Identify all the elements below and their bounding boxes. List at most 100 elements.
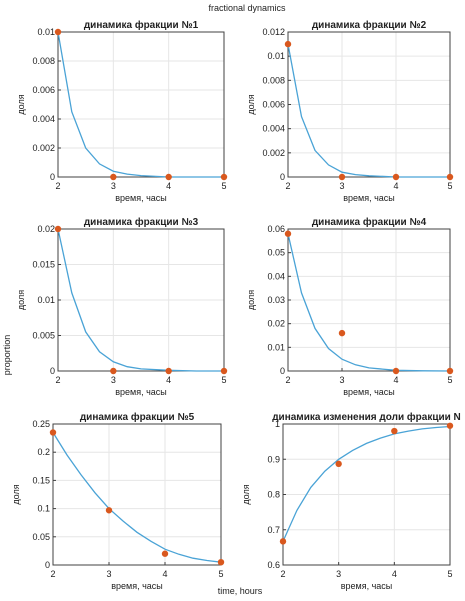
panel-title: динамика фракции №3 <box>84 216 199 228</box>
panel-title: динамика фракции №2 <box>312 19 427 31</box>
x-tick-label: 2 <box>55 181 60 191</box>
y-tick-label: 0.01 <box>267 51 285 61</box>
y-tick-label: 0 <box>280 172 285 182</box>
fit-curve <box>282 425 451 542</box>
y-tick-label: 0.01 <box>37 27 55 37</box>
data-point <box>110 173 117 181</box>
panel-title: динамика изменения доли фракции N <box>272 411 461 423</box>
panel-4: 2 3 4 5 0 0.01 0.02 0.03 0.04 0.05 0.06 динамика фр… <box>246 216 454 397</box>
data-point <box>446 367 454 375</box>
y-tick-label: 0 <box>50 366 55 376</box>
x-tick-label: 4 <box>166 181 171 191</box>
y-tick-label: 0.015 <box>32 260 55 270</box>
figure-xlabel: time, hours <box>218 586 263 596</box>
data-point <box>165 367 172 375</box>
y-tick-label: 0.03 <box>267 295 285 305</box>
data-point <box>165 173 172 181</box>
panel-title: динамика фракции №1 <box>84 19 199 31</box>
y-tick-label: 0.05 <box>267 248 285 258</box>
panel-5: 2 3 4 5 0 0.05 0.1 0.15 0.2 0.25 динамика фракции … <box>11 411 225 591</box>
data-point <box>105 507 113 514</box>
y-tick-label: 0.01 <box>267 342 285 352</box>
y-tick-label: 0.06 <box>267 224 285 234</box>
y-tick-label: 0.008 <box>32 56 55 66</box>
panel-ylabel: доля <box>16 290 26 310</box>
x-tick-label: 5 <box>447 569 452 579</box>
y-tick-label: 0.15 <box>32 475 50 485</box>
panel-ylabel: доля <box>246 290 256 310</box>
panel-1: 2 3 4 5 0 0.002 0.004 0.006 0.008 0.01 динамика фр… <box>16 19 228 203</box>
x-tick-label: 5 <box>218 569 223 579</box>
panel-ylabel: доля <box>241 484 251 504</box>
data-point <box>220 367 228 375</box>
x-tick-label: 5 <box>221 375 226 385</box>
y-tick-label: 0.2 <box>37 447 50 457</box>
x-tick-label: 2 <box>285 375 290 385</box>
data-point <box>446 422 454 429</box>
x-tick-label: 2 <box>285 181 290 191</box>
panel-ylabel: доля <box>16 94 26 114</box>
panel-title: динамика фракции №4 <box>312 216 427 228</box>
panel-xlabel: время, часы <box>341 581 393 591</box>
data-point <box>392 367 400 375</box>
x-tick-label: 4 <box>166 375 171 385</box>
x-tick-label: 4 <box>162 569 167 579</box>
x-tick-label: 4 <box>393 181 398 191</box>
data-point <box>335 460 342 468</box>
data-point <box>49 429 57 436</box>
data-point <box>446 173 454 181</box>
panel-xlabel: время, часы <box>111 581 163 591</box>
x-tick-label: 5 <box>221 181 226 191</box>
y-tick-label: 0.1 <box>37 504 50 514</box>
figure-ylabel: proportion <box>2 335 12 376</box>
y-tick-label: 0.01 <box>37 295 55 305</box>
y-tick-label: 0 <box>280 366 285 376</box>
y-tick-label: 0.004 <box>262 124 285 134</box>
panel-xlabel: время, часы <box>115 193 167 203</box>
panel-3: 2 3 4 5 0 0.005 0.01 0.015 0.02 динамика фракции … <box>16 216 228 397</box>
axes-box <box>57 31 225 178</box>
y-tick-label: 0 <box>50 172 55 182</box>
y-tick-label: 1 <box>275 419 280 429</box>
x-tick-label: 4 <box>393 375 398 385</box>
data-point <box>161 550 169 557</box>
x-tick-label: 3 <box>336 569 341 579</box>
data-point <box>54 225 62 233</box>
panel-xlabel: время, часы <box>343 387 395 397</box>
x-tick-label: 3 <box>339 181 344 191</box>
y-tick-label: 0.25 <box>32 419 50 429</box>
x-tick-label: 4 <box>392 569 397 579</box>
y-tick-label: 0.02 <box>267 319 285 329</box>
x-tick-label: 3 <box>339 375 344 385</box>
data-point <box>54 28 62 36</box>
y-tick-label: 0.6 <box>267 560 280 570</box>
x-tick-label: 3 <box>111 181 116 191</box>
y-tick-label: 0.005 <box>32 331 55 341</box>
fit-curve <box>57 228 224 372</box>
y-tick-label: 0.02 <box>37 224 55 234</box>
y-tick-label: 0.004 <box>32 114 55 124</box>
data-point <box>338 329 346 337</box>
data-point <box>284 230 292 237</box>
x-tick-label: 5 <box>447 375 452 385</box>
fit-curve <box>57 31 224 178</box>
y-tick-label: 0.8 <box>267 490 280 500</box>
x-tick-label: 2 <box>280 569 285 579</box>
data-point <box>217 558 225 566</box>
y-tick-label: 0.04 <box>267 271 285 281</box>
data-point <box>220 173 228 181</box>
y-tick-label: 0.05 <box>32 532 50 542</box>
y-tick-label: 0.008 <box>262 75 285 85</box>
data-point <box>110 367 117 375</box>
panel-title: динамика фракции №5 <box>80 411 195 423</box>
y-tick-label: 0 <box>45 560 50 570</box>
data-point <box>391 427 398 435</box>
fit-curve <box>52 432 222 563</box>
y-tick-label: 0.002 <box>32 143 55 153</box>
fit-curve <box>287 233 451 372</box>
y-tick-label: 0.7 <box>267 525 280 535</box>
fit-curve <box>287 43 450 178</box>
panel-ylabel: доля <box>11 484 21 504</box>
